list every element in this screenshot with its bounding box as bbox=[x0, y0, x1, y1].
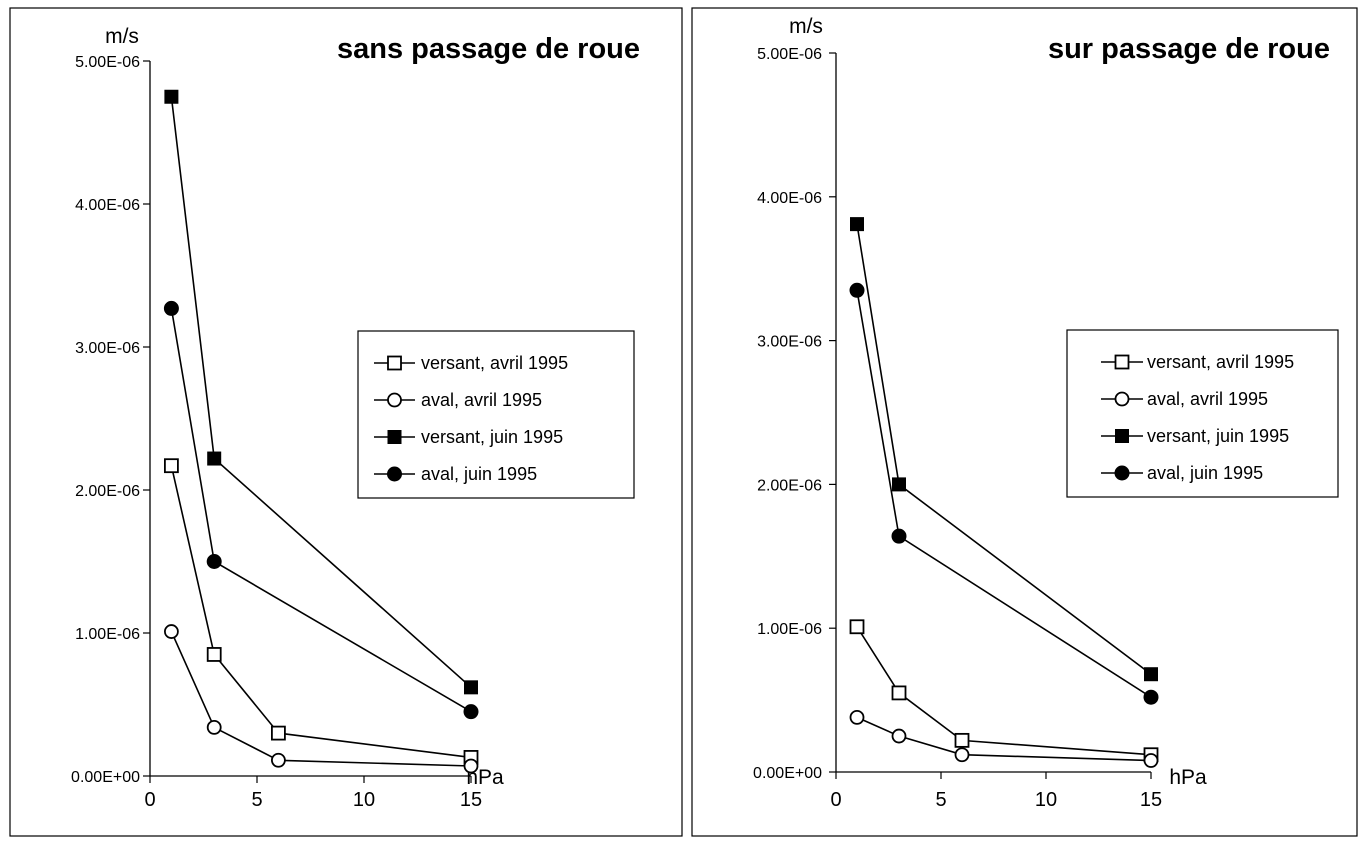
y-tick-label: 1.00E-06 bbox=[75, 626, 140, 643]
data-point bbox=[463, 704, 479, 720]
legend-entry: aval, juin 1995 bbox=[1101, 463, 1263, 483]
y-tick-label: 2.00E-06 bbox=[757, 477, 822, 494]
legend-entry: aval, juin 1995 bbox=[374, 464, 537, 484]
legend-marker bbox=[387, 355, 402, 371]
x-tick-label: 5 bbox=[935, 789, 946, 811]
data-point bbox=[850, 217, 864, 232]
y-tick-label: 3.00E-06 bbox=[75, 340, 140, 357]
chart-panel-2: 0.00E+00 1.00E-06 2.00E-06 3.00E-06 4.00E-06… bbox=[691, 7, 1358, 837]
y-axis-label: m/s bbox=[105, 25, 139, 48]
legend-marker bbox=[1114, 391, 1130, 407]
y-tick-label: 5.00E-06 bbox=[757, 46, 822, 63]
data-point bbox=[270, 752, 286, 768]
data-point bbox=[849, 282, 865, 298]
legend-entry: aval, avril 1995 bbox=[1101, 389, 1268, 409]
legend-label: versant, avril 1995 bbox=[1147, 352, 1294, 372]
data-point bbox=[464, 680, 478, 695]
panel-frame bbox=[9, 7, 683, 837]
legend-label: versant, avril 1995 bbox=[421, 353, 568, 373]
chart-title: sans passage de roue bbox=[337, 33, 640, 65]
data-point bbox=[206, 719, 222, 735]
x-tick-label: 15 bbox=[460, 789, 482, 811]
legend-entry: versant, juin 1995 bbox=[374, 427, 563, 447]
series-line bbox=[170, 465, 472, 759]
legend-label: aval, juin 1995 bbox=[1147, 463, 1263, 483]
legend-entry: aval, avril 1995 bbox=[374, 390, 542, 410]
data-point bbox=[954, 747, 970, 763]
data-point bbox=[207, 451, 222, 466]
y-axis-label: m/s bbox=[789, 15, 823, 38]
legend-box bbox=[1066, 329, 1339, 498]
data-point bbox=[891, 685, 907, 701]
series-line bbox=[170, 631, 472, 767]
legend-entry: versant, avril 1995 bbox=[1101, 352, 1294, 372]
legend-label: aval, avril 1995 bbox=[421, 390, 542, 410]
legend-marker bbox=[1114, 465, 1130, 481]
series-3 bbox=[164, 89, 478, 695]
data-point bbox=[1144, 667, 1158, 682]
data-point bbox=[849, 619, 865, 635]
x-tick-label: 0 bbox=[830, 789, 841, 811]
legend-entry: versant, avril 1995 bbox=[374, 353, 568, 373]
series-2 bbox=[163, 624, 479, 774]
chart-panel-1: 0.00E+00 1.00E-06 2.00E-06 3.00E-06 4.00E-06… bbox=[9, 7, 683, 837]
data-point bbox=[163, 624, 179, 639]
y-tick-label: 2.00E-06 bbox=[75, 483, 140, 500]
legend-entry: versant, juin 1995 bbox=[1101, 426, 1289, 446]
data-point bbox=[891, 528, 907, 544]
series-line bbox=[856, 626, 1152, 756]
x-tick-label: 5 bbox=[251, 789, 262, 811]
series-4 bbox=[163, 300, 479, 720]
data-point bbox=[270, 725, 286, 741]
data-point bbox=[1143, 753, 1159, 768]
y-tick-label: 0.00E+00 bbox=[71, 769, 140, 786]
legend-box bbox=[357, 330, 635, 499]
series-4 bbox=[849, 282, 1159, 705]
legend: versant, avril 1995 aval, avril 1995 versa… bbox=[1066, 329, 1339, 498]
y-tick-label: 5.00E-06 bbox=[75, 54, 140, 71]
series-3 bbox=[850, 217, 1158, 682]
legend-label: aval, avril 1995 bbox=[1147, 389, 1268, 409]
legend-marker bbox=[387, 430, 402, 444]
legend-label: versant, juin 1995 bbox=[421, 427, 563, 447]
data-point bbox=[163, 300, 179, 316]
x-tick-label: 10 bbox=[1035, 789, 1057, 811]
data-point bbox=[463, 758, 479, 774]
data-point bbox=[892, 477, 906, 492]
series-1 bbox=[163, 458, 479, 765]
legend-label: versant, juin 1995 bbox=[1147, 426, 1289, 446]
y-tick-label: 3.00E-06 bbox=[757, 334, 822, 351]
legend-label: aval, juin 1995 bbox=[421, 464, 537, 484]
y-tick-label: 4.00E-06 bbox=[75, 197, 140, 214]
data-point bbox=[164, 89, 179, 104]
x-tick-label: 10 bbox=[353, 789, 375, 811]
series-line bbox=[856, 716, 1152, 762]
legend: versant, avril 1995 aval, avril 1995 versa… bbox=[357, 330, 635, 499]
data-point bbox=[206, 554, 222, 569]
x-axis-label: hPa bbox=[1169, 766, 1207, 789]
series-2 bbox=[849, 709, 1159, 768]
y-tick-label: 1.00E-06 bbox=[757, 621, 822, 638]
legend-marker bbox=[387, 392, 402, 408]
legend-marker bbox=[1115, 429, 1129, 443]
panel-frame bbox=[691, 7, 1358, 837]
data-point bbox=[954, 732, 970, 748]
chart-title: sur passage de roue bbox=[1048, 33, 1330, 65]
y-tick-label: 4.00E-06 bbox=[757, 190, 822, 207]
data-point bbox=[206, 647, 222, 662]
legend-marker bbox=[387, 466, 402, 482]
data-point bbox=[163, 458, 179, 474]
y-tick-label: 0.00E+00 bbox=[753, 765, 822, 782]
data-point bbox=[1143, 689, 1159, 705]
x-tick-label: 15 bbox=[1140, 789, 1162, 811]
x-axis-label: hPa bbox=[466, 766, 504, 789]
data-point bbox=[849, 709, 865, 725]
data-point bbox=[891, 728, 907, 744]
legend-marker bbox=[1114, 354, 1130, 370]
x-tick-label: 0 bbox=[144, 789, 155, 811]
